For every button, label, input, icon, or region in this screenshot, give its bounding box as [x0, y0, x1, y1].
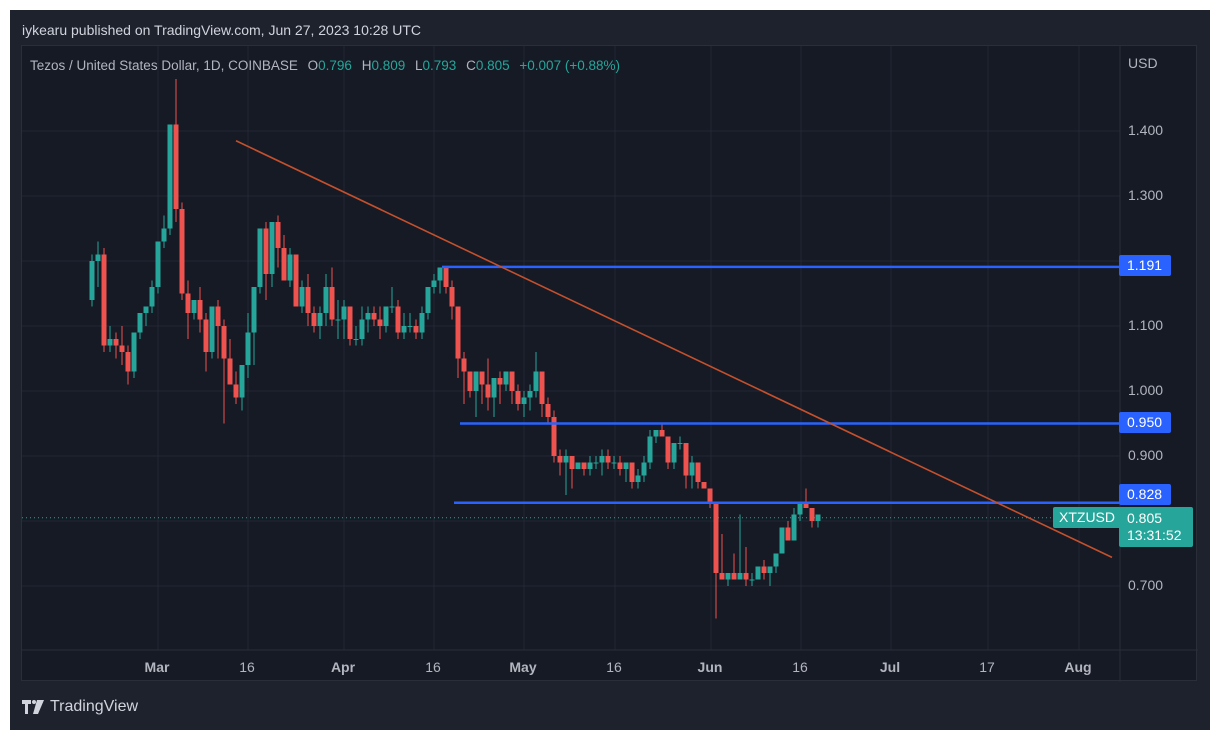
open-label: O — [307, 58, 319, 73]
currency-label: USD — [1128, 55, 1158, 71]
time-label: 16 — [239, 659, 255, 675]
symbol-description: Tezos / United States Dollar, 1D, COINBA… — [30, 58, 298, 73]
time-label: Jul — [879, 659, 901, 675]
candlestick-chart[interactable] — [22, 46, 1198, 682]
time-label: 17 — [979, 659, 995, 675]
time-label: Jun — [697, 659, 723, 675]
time-label: 16 — [606, 659, 622, 675]
high-value: 0.809 — [371, 58, 406, 73]
price-tick: 1.000 — [1128, 382, 1164, 398]
brand-name: TradingView — [50, 698, 139, 715]
change-value: +0.007 (+0.88%) — [519, 58, 620, 73]
publisher-caption: iykearu published on TradingView.com, Ju… — [22, 22, 421, 38]
time-label: May — [509, 659, 537, 675]
current-price-tag: 0.805 13:31:52 — [1119, 507, 1193, 547]
price-tick: 1.300 — [1128, 187, 1164, 203]
level-tag-0950[interactable]: 0.950 — [1119, 412, 1171, 433]
bar-countdown: 13:31:52 — [1127, 527, 1182, 543]
tradingview-logo-icon — [22, 700, 44, 714]
time-label: 16 — [425, 659, 441, 675]
price-tick: 0.700 — [1128, 577, 1164, 593]
chart-pane[interactable] — [21, 45, 1198, 682]
low-value: 0.793 — [422, 58, 457, 73]
close-value: 0.805 — [475, 58, 510, 73]
time-label: 16 — [792, 659, 808, 675]
close-label: C — [466, 58, 476, 73]
level-tag-0828[interactable]: 0.828 — [1119, 484, 1171, 505]
time-label: Apr — [330, 659, 356, 675]
price-tick: 1.400 — [1128, 122, 1164, 138]
open-value: 0.796 — [318, 58, 352, 73]
time-label: Aug — [1064, 659, 1092, 675]
low-label: L — [415, 58, 423, 73]
symbol-legend: Tezos / United States Dollar, 1D, COINBA… — [30, 58, 620, 73]
time-label: Mar — [144, 659, 170, 675]
price-tick: 1.100 — [1128, 317, 1164, 333]
tradingview-brand[interactable]: TradingView — [22, 698, 138, 716]
current-price: 0.805 — [1127, 510, 1163, 526]
price-tick: 0.900 — [1128, 447, 1164, 463]
high-label: H — [361, 58, 372, 73]
symbol-tag: XTZUSD — [1053, 507, 1121, 528]
level-tag-1191[interactable]: 1.191 — [1119, 255, 1171, 276]
